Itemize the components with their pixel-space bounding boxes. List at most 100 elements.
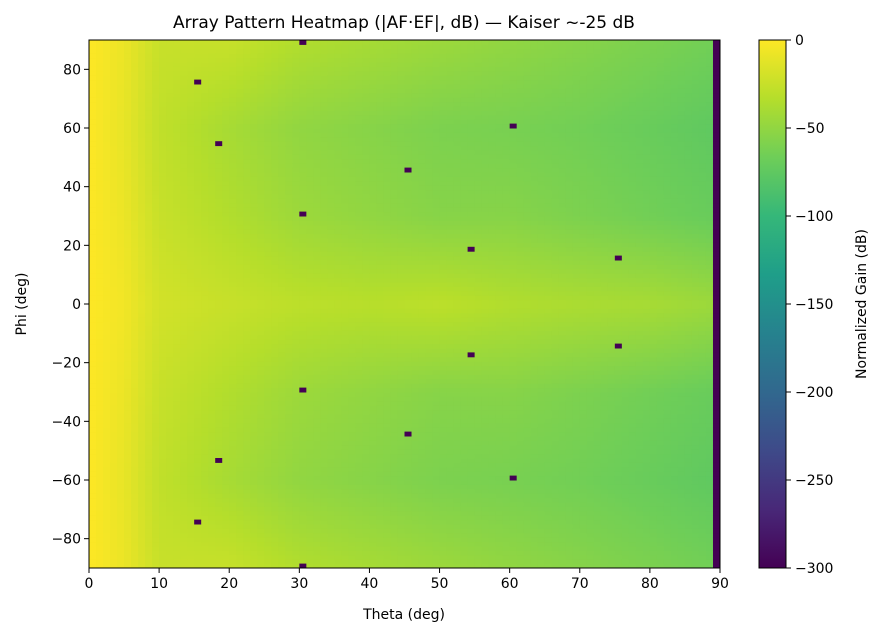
heatmap-cell [159,400,167,406]
heatmap-cell [187,273,195,279]
heatmap-cell [271,53,279,59]
heatmap-cell [173,440,181,446]
heatmap-cell [257,308,265,314]
heatmap-cell [299,114,307,120]
heatmap-cell [173,361,181,367]
heatmap-cell [376,392,384,397]
heatmap-cell [292,365,300,371]
heatmap-cell [334,550,342,556]
heatmap-cell [362,268,370,274]
heatmap-cell [341,207,349,213]
heatmap-cell [355,466,363,472]
heatmap-cell [299,233,307,239]
heatmap-cell [222,88,230,94]
heatmap-cell [264,370,272,375]
heatmap-cell [194,290,202,296]
heatmap-cell [369,158,377,164]
heatmap-cell [313,290,321,296]
heatmap-cell [320,150,328,155]
heatmap-cell [208,238,216,243]
heatmap-cell [341,317,349,323]
heatmap-cell [292,317,300,323]
heatmap-cell [215,202,223,208]
heatmap-cell [327,348,335,353]
heatmap-cell [117,361,125,367]
heatmap-cell [124,537,132,543]
heatmap-cell [187,154,195,160]
heatmap-cell [117,53,125,59]
heatmap-cell [320,229,328,235]
heatmap-cell [215,286,223,292]
heatmap-cell [278,224,286,230]
heatmap-cell [243,497,251,503]
heatmap-cell [264,378,272,384]
heatmap-cell [257,546,265,551]
heatmap-cell [180,79,188,85]
heatmap-cell [145,154,153,160]
heatmap-cell [369,114,377,120]
heatmap-cell [243,563,251,569]
heatmap-cell [180,141,188,147]
heatmap-cell [236,370,244,375]
heatmap-cell [117,132,125,138]
heatmap-cell [89,493,97,499]
heatmap-cell [96,392,104,397]
heatmap-cell [369,392,377,397]
heatmap-cell [327,198,335,204]
heatmap-cell [257,317,265,323]
heatmap-cell [173,224,181,230]
heatmap-cell [320,198,328,204]
heatmap-cell [152,541,160,547]
heatmap-cell [96,114,104,120]
heatmap-cell [278,480,286,485]
heatmap-cell [250,519,258,525]
heatmap-cell [173,365,181,371]
heatmap-cell [320,163,328,169]
heatmap-cell [194,62,202,67]
heatmap-cell [250,92,258,98]
heatmap-cell [320,202,328,208]
heatmap-cell [208,334,216,340]
heatmap-cell [110,409,118,415]
heatmap-cell [376,273,384,279]
heatmap-cell [152,471,160,477]
heatmap-cell [327,356,335,362]
heatmap-cell [278,167,286,173]
heatmap-cell [320,194,328,199]
heatmap-cell [250,167,258,173]
heatmap-cell [215,172,223,177]
heatmap-cell [292,92,300,98]
heatmap-cell [320,79,328,85]
heatmap-cell [173,75,181,81]
heatmap-cell [341,466,349,472]
heatmap-cell [201,132,209,138]
heatmap-cell [264,260,272,265]
heatmap-cell [278,387,286,393]
heatmap-cell [215,365,223,371]
heatmap-cell [152,422,160,428]
heatmap-cell [138,66,146,72]
heatmap-cell [362,194,370,199]
heatmap-cell [320,422,328,428]
heatmap-cell [264,510,272,516]
heatmap-cell [124,233,132,239]
heatmap-cell [299,264,307,270]
heatmap-cell [320,128,328,133]
heatmap-cell [194,392,202,397]
heatmap-cell [327,224,335,230]
heatmap-cell [180,158,188,164]
heatmap-cell [215,444,223,450]
heatmap-cell [278,422,286,428]
heatmap-cell [166,546,174,551]
heatmap-cell [327,339,335,345]
heatmap-cell [138,172,146,177]
heatmap-cell [320,370,328,375]
heatmap-cell [138,158,146,164]
heatmap-cell [292,277,300,283]
heatmap-cell [222,431,230,437]
heatmap-cell [124,343,132,349]
heatmap-cell [306,519,314,525]
heatmap-cell [236,53,244,59]
heatmap-cell [117,229,125,235]
heatmap-cell [362,101,370,107]
